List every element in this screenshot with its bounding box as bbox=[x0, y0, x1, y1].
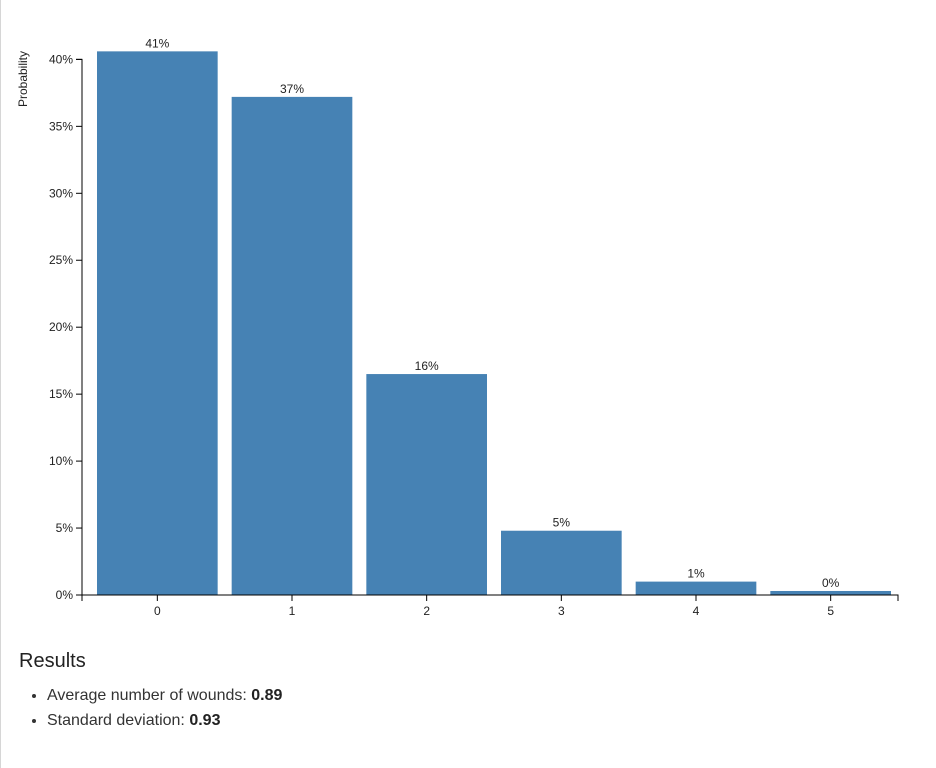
bar bbox=[635, 581, 757, 595]
bar-data-label: 16% bbox=[415, 359, 439, 373]
x-tick-label: 3 bbox=[558, 604, 565, 618]
y-tick-label: 15% bbox=[49, 387, 73, 401]
average-label: Average number of wounds: bbox=[47, 687, 247, 704]
bar-data-label: 41% bbox=[145, 36, 169, 50]
y-tick-label: 0% bbox=[56, 588, 74, 602]
bar-data-label: 1% bbox=[687, 567, 705, 581]
average-value: 0.89 bbox=[251, 687, 283, 704]
results-list: Average number of wounds: 0.89 Standard … bbox=[19, 683, 282, 733]
bar bbox=[770, 590, 891, 595]
bar-data-label: 5% bbox=[553, 516, 571, 530]
x-tick-label: 4 bbox=[693, 604, 700, 618]
x-tick-label: 5 bbox=[827, 604, 834, 618]
y-axis-title: Probability bbox=[16, 51, 30, 107]
list-item: Standard deviation: 0.93 bbox=[47, 708, 282, 733]
std-dev-label: Standard deviation: bbox=[47, 712, 185, 729]
x-axis-line bbox=[81, 594, 899, 601]
results-heading: Results bbox=[19, 650, 86, 672]
wound-probability-chart: 41%037%116%25%31%40%50%5%10%15%20%25%30%… bbox=[16, 36, 899, 618]
y-tick-label: 5% bbox=[56, 521, 74, 535]
y-tick-label: 10% bbox=[49, 454, 73, 468]
std-dev-value: 0.93 bbox=[189, 712, 221, 729]
y-tick-label: 30% bbox=[49, 186, 73, 200]
bar bbox=[97, 51, 218, 596]
list-item: Average number of wounds: 0.89 bbox=[47, 683, 282, 708]
bar-data-label: 37% bbox=[280, 82, 304, 96]
y-tick-label: 35% bbox=[49, 119, 73, 133]
bar bbox=[231, 96, 353, 595]
bar-data-label: 0% bbox=[822, 576, 840, 590]
y-tick-label: 25% bbox=[49, 253, 73, 267]
bar bbox=[366, 374, 487, 595]
x-tick-label: 1 bbox=[289, 604, 296, 618]
x-tick-label: 0 bbox=[154, 604, 161, 618]
results-section: Results Average number of wounds: 0.89 S… bbox=[19, 650, 282, 733]
bar bbox=[501, 530, 622, 595]
y-tick-label: 40% bbox=[49, 52, 73, 66]
x-tick-label: 2 bbox=[423, 604, 430, 618]
y-tick-label: 20% bbox=[49, 320, 73, 334]
